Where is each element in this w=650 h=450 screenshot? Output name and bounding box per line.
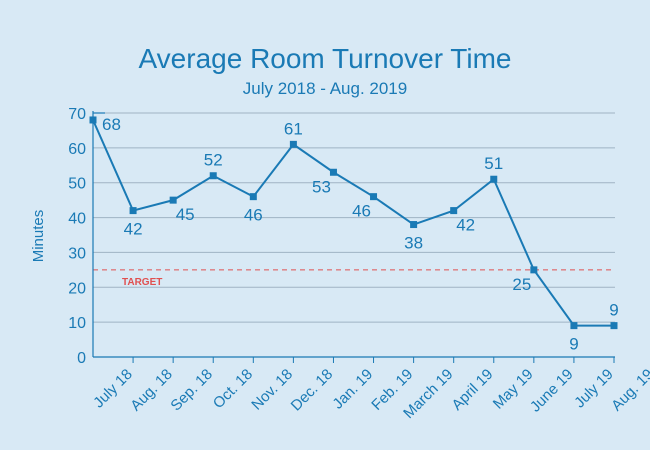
y-tick-label: 70 — [68, 106, 86, 123]
data-label: 61 — [284, 119, 303, 138]
x-tick-label: Nov. 18 — [248, 366, 296, 414]
data-point — [329, 168, 337, 176]
data-label: 42 — [124, 220, 143, 239]
y-tick-label: 50 — [68, 176, 86, 193]
data-point — [209, 172, 217, 180]
data-label: 25 — [512, 275, 531, 294]
y-tick-label: 60 — [68, 141, 86, 158]
x-tick-label: June 19 — [527, 366, 577, 416]
data-label: 46 — [352, 202, 371, 221]
data-point — [410, 221, 418, 229]
data-labels: 68 42 45 52 46 61 53 46 38 42 51 25 9 9 — [102, 115, 619, 354]
data-label: 9 — [569, 335, 578, 354]
data-point — [169, 196, 177, 204]
y-tick-label: 10 — [68, 315, 86, 332]
x-tick-label: Aug. 19 — [608, 366, 650, 415]
data-label: 46 — [244, 206, 263, 225]
x-tick-label: Jan. 19 — [329, 366, 376, 413]
y-tick-label: 20 — [68, 280, 86, 297]
target-group: TARGET — [93, 269, 615, 288]
data-point — [249, 193, 257, 201]
data-label: 52 — [204, 151, 223, 170]
target-label: TARGET — [122, 277, 162, 288]
y-tick-label: 0 — [77, 350, 86, 367]
data-point — [129, 207, 137, 215]
data-point — [610, 322, 618, 330]
x-tick-label: Aug. 18 — [127, 366, 176, 415]
x-tick-label: Oct. 18 — [210, 366, 256, 412]
data-label: 53 — [312, 177, 331, 196]
chart-subtitle: July 2018 - Aug. 2019 — [243, 79, 407, 98]
data-point — [490, 175, 498, 183]
x-tick-label: Dec. 18 — [288, 366, 337, 415]
data-point — [370, 193, 378, 201]
grid — [93, 112, 615, 323]
data-point — [570, 322, 578, 330]
data-point — [289, 140, 297, 148]
data-point — [89, 116, 97, 124]
y-tick-label: 30 — [68, 245, 86, 262]
series-line — [92, 119, 614, 327]
data-label: 9 — [609, 301, 618, 320]
data-label: 68 — [102, 115, 121, 134]
data-point — [530, 266, 538, 274]
data-label: 51 — [484, 154, 503, 173]
data-label: 38 — [404, 234, 423, 253]
x-tick-label: Sep. 18 — [167, 366, 216, 415]
chart-title: Average Room Turnover Time — [139, 43, 512, 74]
data-point — [450, 207, 458, 215]
y-axis-label: Minutes — [30, 210, 47, 263]
data-label: 42 — [456, 216, 475, 235]
y-tick-label: 40 — [68, 211, 86, 228]
data-label: 45 — [176, 205, 195, 224]
x-tick-label: April 19 — [449, 366, 497, 414]
series-group — [89, 116, 618, 330]
